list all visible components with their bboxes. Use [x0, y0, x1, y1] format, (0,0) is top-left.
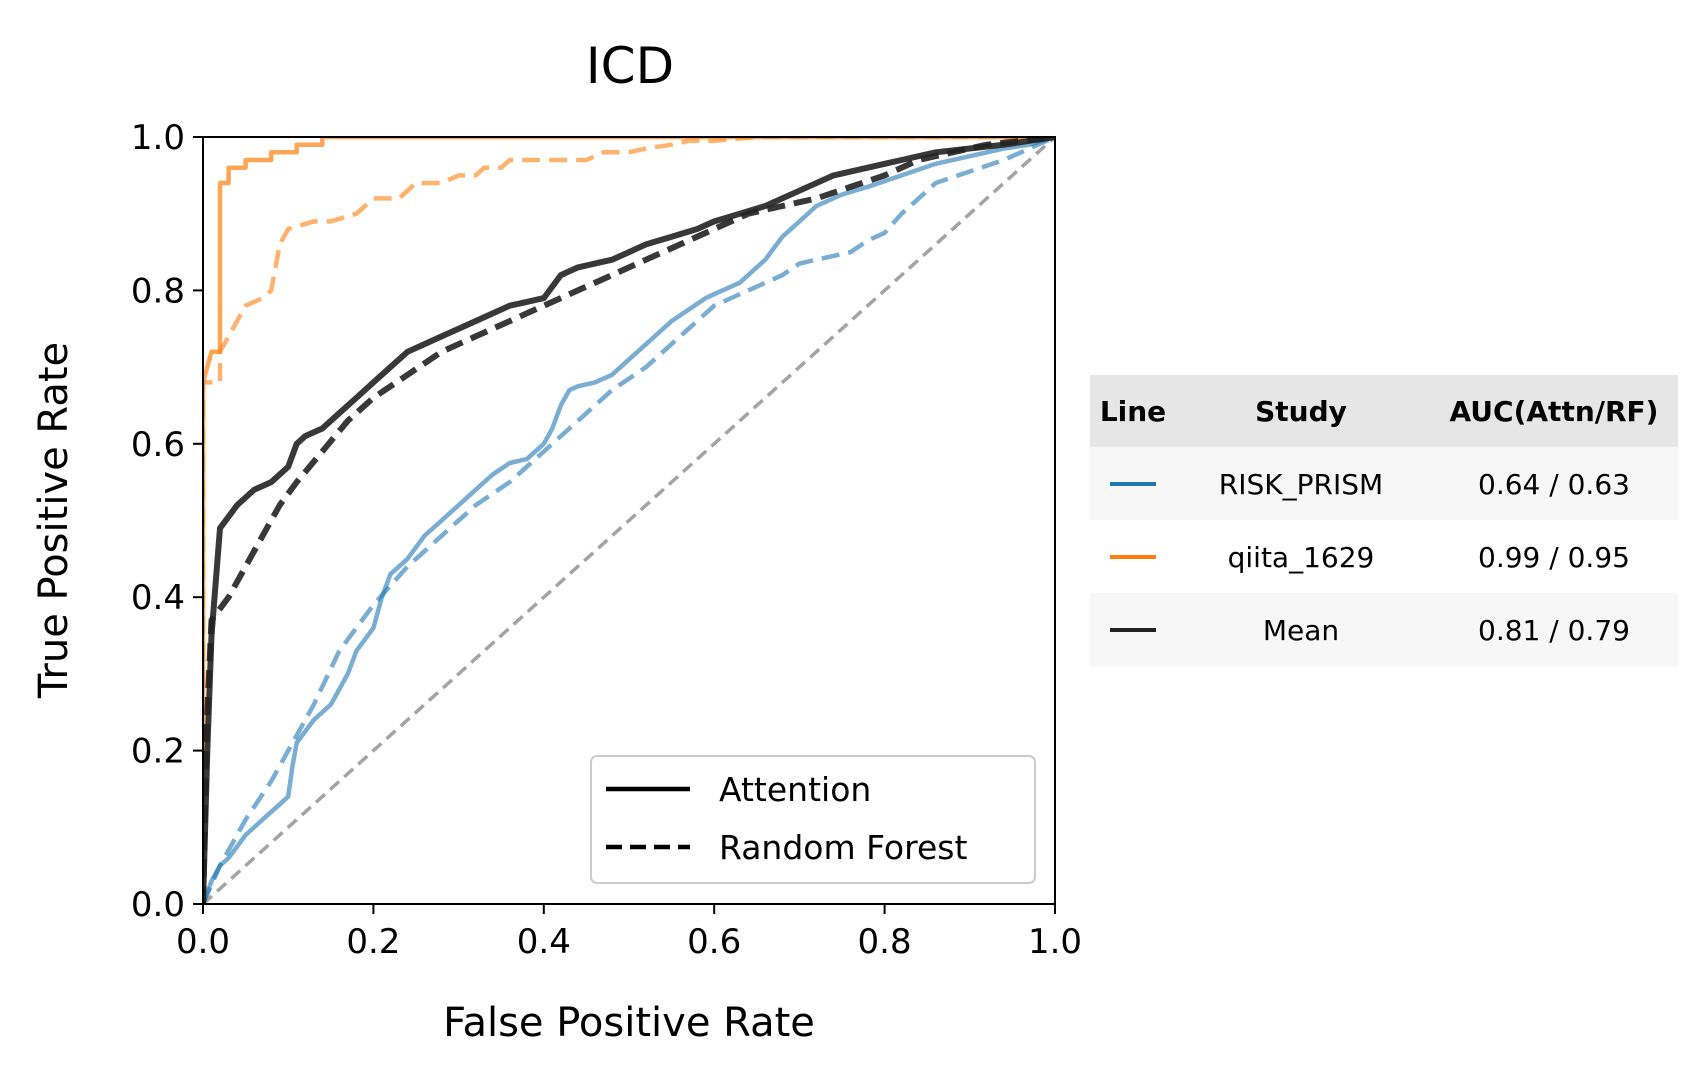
- table-auc-qiita-1629: 0.99 / 0.95: [1478, 541, 1630, 574]
- y-tick-label: 1.0: [131, 118, 185, 158]
- x-axis-title: False Positive Rate: [443, 1000, 815, 1046]
- series-line-chance-chance: [203, 137, 1055, 904]
- series-layer: [203, 137, 1055, 904]
- x-axis: 0.0 0.2 0.4 0.6 0.8 1.0: [176, 904, 1082, 962]
- table-auc-risk-prism: 0.64 / 0.63: [1478, 468, 1630, 501]
- legend-box: [590, 755, 1036, 884]
- x-tick-label: 0.0: [176, 922, 230, 962]
- series-line-mean-random-forest: [203, 137, 1055, 904]
- legend-label-attention: Attention: [719, 770, 871, 809]
- y-tick-label: 0.8: [131, 271, 185, 311]
- x-tick-label: 1.0: [1028, 922, 1082, 962]
- series-line-mean-attention: [203, 137, 1055, 904]
- series-line-qiita-1629-random-forest: [203, 137, 1055, 904]
- table-row-bg: [1090, 593, 1678, 666]
- x-tick-label: 0.6: [687, 922, 741, 962]
- y-tick-label: 0.6: [131, 425, 185, 465]
- x-tick-label: 0.4: [517, 922, 571, 962]
- table-header-auc: AUC(Attn/RF): [1450, 395, 1659, 428]
- y-axis-title: True Positive Rate: [31, 342, 77, 699]
- series-line-risk-prism-random-forest: [203, 137, 1055, 904]
- series-line-risk-prism-attention: [203, 137, 1055, 904]
- plot-frame: [202, 136, 1056, 905]
- table-row-bg: [1090, 447, 1678, 520]
- legend-label-random-forest: Random Forest: [719, 828, 967, 867]
- y-axis: 0.0 0.2 0.4 0.6 0.8 1.0: [131, 118, 203, 925]
- table-study-qiita-1629: qiita_1629: [1228, 541, 1375, 574]
- table-header-bg: [1090, 375, 1678, 447]
- legend: Attention Random Forest: [590, 755, 1036, 884]
- table-header-line: Line: [1100, 395, 1166, 428]
- y-tick-label: 0.2: [131, 732, 185, 772]
- auc-table: Line Study AUC(Attn/RF) RISK_PRISM 0.64 …: [1090, 375, 1678, 666]
- y-tick-label: 0.0: [131, 885, 185, 925]
- table-study-mean: Mean: [1263, 614, 1339, 647]
- table-auc-mean: 0.81 / 0.79: [1478, 614, 1630, 647]
- y-tick-label: 0.4: [131, 578, 185, 618]
- table-study-risk-prism: RISK_PRISM: [1219, 468, 1383, 501]
- x-tick-label: 0.2: [346, 922, 400, 962]
- table-row-bg: [1090, 520, 1678, 593]
- x-tick-label: 0.8: [858, 922, 912, 962]
- table-header-study: Study: [1255, 395, 1347, 428]
- chart-title: ICD: [586, 37, 674, 95]
